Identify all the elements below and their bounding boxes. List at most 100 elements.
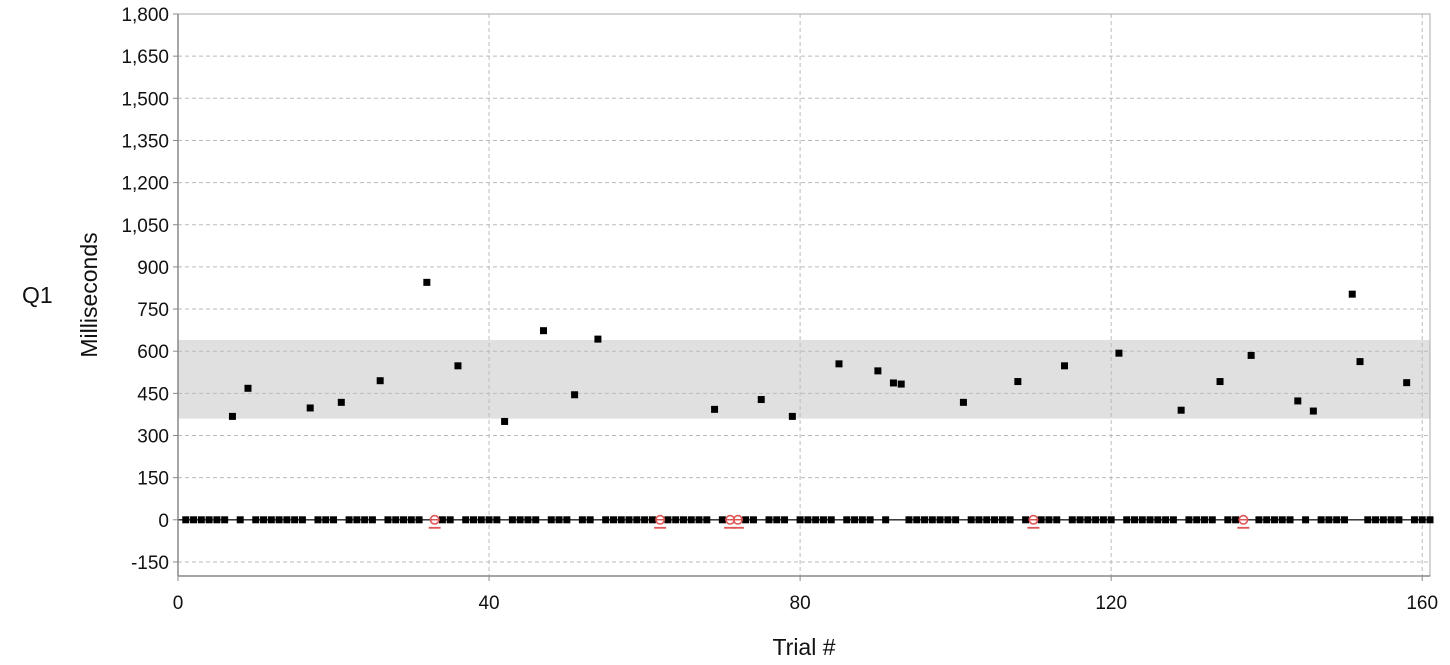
data-point xyxy=(454,362,462,370)
data-point xyxy=(493,516,501,524)
data-point xyxy=(882,516,890,524)
error-marker xyxy=(1237,514,1250,529)
data-point xyxy=(508,516,516,524)
data-point xyxy=(1045,516,1053,524)
data-point xyxy=(983,516,991,524)
y-tick-label: 1,050 xyxy=(121,216,169,237)
data-point xyxy=(1418,516,1426,524)
data-point xyxy=(532,516,540,524)
data-point xyxy=(446,516,454,524)
data-points xyxy=(182,278,1434,524)
data-point xyxy=(438,516,446,524)
data-point xyxy=(1348,290,1356,298)
error-marker-ring xyxy=(655,514,666,525)
data-point xyxy=(1107,516,1115,524)
data-point xyxy=(695,516,703,524)
data-point xyxy=(1333,516,1341,524)
x-tick-label: 80 xyxy=(790,593,811,614)
data-point xyxy=(213,516,221,524)
error-markers xyxy=(428,514,1250,529)
data-point xyxy=(765,516,773,524)
data-point xyxy=(1061,362,1069,370)
data-point xyxy=(260,516,268,524)
data-point xyxy=(228,412,236,420)
data-point xyxy=(921,516,929,524)
data-point xyxy=(236,516,244,524)
y-tick-label: 750 xyxy=(137,300,169,321)
data-point xyxy=(1154,516,1162,524)
data-point xyxy=(1317,516,1325,524)
data-point xyxy=(858,516,866,524)
error-marker-ring xyxy=(429,514,440,525)
plot-area xyxy=(178,14,1430,576)
data-point xyxy=(1123,516,1131,524)
data-point xyxy=(197,516,205,524)
data-point xyxy=(407,516,415,524)
data-point xyxy=(998,516,1006,524)
data-point xyxy=(781,516,789,524)
data-point xyxy=(1232,516,1240,524)
data-point xyxy=(866,516,874,524)
data-point xyxy=(1247,351,1255,359)
data-point xyxy=(1224,516,1232,524)
data-point xyxy=(1193,516,1201,524)
data-point xyxy=(625,516,633,524)
data-point xyxy=(1053,516,1061,524)
y-tick-label: 1,200 xyxy=(121,174,169,195)
data-point xyxy=(1340,516,1348,524)
data-point xyxy=(827,516,835,524)
data-point xyxy=(462,516,470,524)
data-point xyxy=(1084,516,1092,524)
data-point xyxy=(182,516,190,524)
data-point xyxy=(275,516,283,524)
data-point xyxy=(368,516,376,524)
data-point xyxy=(563,516,571,524)
data-point xyxy=(221,516,229,524)
data-point xyxy=(1115,349,1123,357)
data-point xyxy=(749,516,757,524)
data-point xyxy=(687,516,695,524)
data-point xyxy=(1006,516,1014,524)
data-point xyxy=(1263,516,1271,524)
data-point xyxy=(1169,516,1177,524)
data-point xyxy=(617,516,625,524)
data-point xyxy=(1294,397,1302,405)
error-marker-ring xyxy=(1238,514,1249,525)
x-tick-label: 120 xyxy=(1095,593,1127,614)
data-point xyxy=(703,516,711,524)
data-point xyxy=(609,516,617,524)
data-point xyxy=(1309,407,1317,415)
y-tick-label: 1,800 xyxy=(121,5,169,26)
data-point xyxy=(1286,516,1294,524)
data-point xyxy=(353,516,361,524)
data-point xyxy=(1255,516,1263,524)
data-point xyxy=(718,516,726,524)
data-point xyxy=(944,516,952,524)
data-point xyxy=(400,516,408,524)
data-point xyxy=(1068,516,1076,524)
y-tick-label: 900 xyxy=(137,258,169,279)
y-tick-label: -150 xyxy=(131,553,169,574)
data-point xyxy=(788,412,796,420)
data-point xyxy=(283,516,291,524)
data-point xyxy=(1208,516,1216,524)
data-point xyxy=(1387,516,1395,524)
data-point xyxy=(959,398,967,406)
data-point xyxy=(851,516,859,524)
data-point xyxy=(190,516,198,524)
y-tick-label: 1,650 xyxy=(121,47,169,68)
data-point xyxy=(889,379,897,387)
data-point xyxy=(267,516,275,524)
data-point xyxy=(1325,516,1333,524)
data-point xyxy=(1099,516,1107,524)
x-tick-label: 160 xyxy=(1406,593,1438,614)
data-point xyxy=(804,516,812,524)
data-point xyxy=(819,516,827,524)
data-point xyxy=(1022,516,1030,524)
data-point xyxy=(1185,516,1193,524)
data-point xyxy=(1146,516,1154,524)
error-marker-ring xyxy=(732,514,743,525)
data-point xyxy=(485,516,493,524)
series-side-label: Q1 xyxy=(22,282,53,308)
